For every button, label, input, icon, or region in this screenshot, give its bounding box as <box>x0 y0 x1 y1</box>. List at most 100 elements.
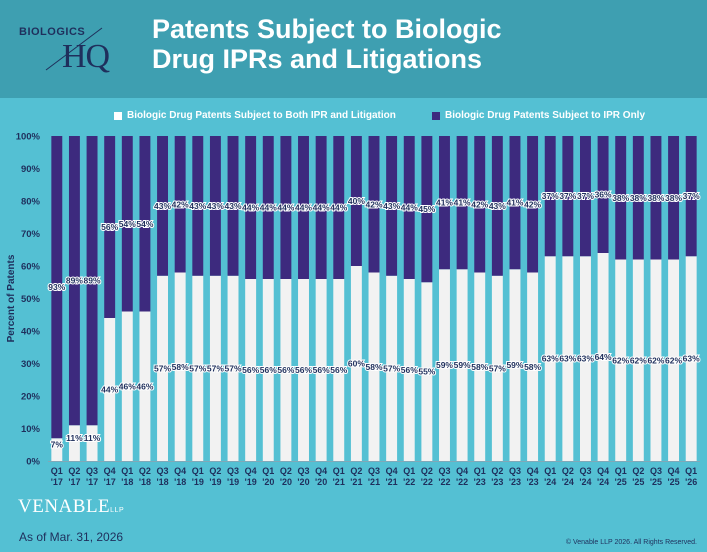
bar-both <box>650 259 662 461</box>
bar-both <box>562 256 574 461</box>
bar-both <box>456 269 468 461</box>
bar-both <box>668 259 680 461</box>
data-label-both: 64% <box>595 352 612 362</box>
data-label-both: 56% <box>242 365 259 375</box>
data-label-both: 58% <box>172 362 189 372</box>
x-tick-year: '22 <box>421 477 433 487</box>
x-tick-year: '22 <box>456 477 468 487</box>
bar-both <box>227 275 239 461</box>
x-tick-year: '17 <box>104 477 116 487</box>
bar-both <box>403 279 415 461</box>
data-label-ipr-only: 43% <box>207 201 224 211</box>
data-label-both: 44% <box>101 385 118 395</box>
y-tick-label: 40% <box>21 327 41 338</box>
x-tick-year: '19 <box>209 477 221 487</box>
bar-ipr-only <box>562 136 574 257</box>
bar-ipr-only <box>333 136 345 279</box>
brand-suffix: LLP <box>110 507 125 514</box>
data-label-both: 56% <box>260 365 277 375</box>
bar-ipr-only <box>315 136 327 279</box>
data-label-both: 56% <box>277 365 294 375</box>
bar-ipr-only <box>350 136 362 266</box>
bar-both <box>86 425 98 461</box>
data-label-both: 59% <box>454 360 471 370</box>
y-tick-label: 0% <box>26 457 40 468</box>
bar-ipr-only <box>86 136 98 426</box>
bar-ipr-only <box>68 136 80 426</box>
data-label-both: 63% <box>683 354 700 364</box>
data-label-both: 57% <box>225 363 242 373</box>
bar-ipr-only <box>262 136 274 279</box>
bar-ipr-only <box>121 136 133 312</box>
bar-ipr-only <box>474 136 486 273</box>
data-label-ipr-only: 41% <box>506 198 523 208</box>
data-label-both: 58% <box>471 362 488 372</box>
bar-ipr-only <box>209 136 221 276</box>
bar-ipr-only <box>421 136 433 283</box>
data-label-both: 57% <box>154 363 171 373</box>
data-label-both: 57% <box>489 363 506 373</box>
y-tick-label: 60% <box>21 262 41 273</box>
bar-ipr-only <box>368 136 380 273</box>
data-label-ipr-only: 41% <box>454 198 471 208</box>
y-tick-label: 80% <box>21 197 41 208</box>
bar-both <box>209 275 221 461</box>
logo-hq-text: HQ <box>62 38 110 75</box>
x-tick-quarter: Q2 <box>421 466 433 476</box>
data-label-both: 63% <box>577 354 594 364</box>
y-tick-label: 90% <box>21 164 41 175</box>
bar-ipr-only <box>386 136 398 276</box>
bar-both <box>491 275 503 461</box>
brand-name: VENABLE <box>18 496 111 517</box>
bar-both <box>192 275 204 461</box>
bar-ipr-only <box>139 136 151 312</box>
data-label-both: 56% <box>313 365 330 375</box>
x-tick-year: '24 <box>562 477 574 487</box>
x-tick-year: '19 <box>227 477 239 487</box>
data-label-ipr-only: 43% <box>489 201 506 211</box>
x-tick-quarter: Q3 <box>579 466 591 476</box>
data-label-ipr-only: 45% <box>418 204 435 214</box>
x-tick-quarter: Q1 <box>685 466 697 476</box>
data-label-both: 59% <box>506 360 523 370</box>
x-tick-quarter: Q2 <box>562 466 574 476</box>
title-line-2: Drug IPRs and Litigations <box>152 44 483 74</box>
data-label-ipr-only: 37% <box>559 191 576 201</box>
y-tick-label: 70% <box>21 229 41 240</box>
bar-both <box>315 279 327 461</box>
x-tick-quarter: Q2 <box>139 466 151 476</box>
x-tick-year: '19 <box>192 477 204 487</box>
x-tick-year: '20 <box>315 477 327 487</box>
data-label-ipr-only: 41% <box>436 198 453 208</box>
data-label-ipr-only: 43% <box>225 201 242 211</box>
x-tick-quarter: Q1 <box>615 466 627 476</box>
bar-ipr-only <box>579 136 591 257</box>
x-tick-quarter: Q4 <box>527 466 539 476</box>
x-tick-quarter: Q2 <box>632 466 644 476</box>
bar-both <box>104 318 116 461</box>
data-label-both: 56% <box>401 365 418 375</box>
bar-both <box>685 256 697 461</box>
x-tick-year: '21 <box>350 477 362 487</box>
bar-both <box>350 266 362 461</box>
data-label-both: 46% <box>119 381 136 391</box>
bar-both <box>51 438 63 461</box>
x-tick-year: '24 <box>579 477 591 487</box>
data-label-both: 7% <box>51 440 64 450</box>
bar-ipr-only <box>509 136 521 270</box>
x-tick-year: '18 <box>156 477 168 487</box>
x-tick-quarter: Q2 <box>280 466 292 476</box>
x-tick-quarter: Q4 <box>245 466 257 476</box>
venable-logo: VENABLELLP <box>18 496 124 518</box>
data-label-both: 11% <box>84 433 101 443</box>
x-tick-year: '18 <box>174 477 186 487</box>
x-tick-year: '17 <box>86 477 98 487</box>
bar-both <box>174 272 186 461</box>
x-tick-quarter: Q1 <box>333 466 345 476</box>
y-tick-label: 30% <box>21 359 41 370</box>
data-label-ipr-only: 44% <box>330 203 347 213</box>
x-tick-quarter: Q3 <box>368 466 380 476</box>
bar-ipr-only <box>174 136 186 273</box>
x-tick-quarter: Q1 <box>51 466 63 476</box>
bar-both <box>439 269 450 461</box>
